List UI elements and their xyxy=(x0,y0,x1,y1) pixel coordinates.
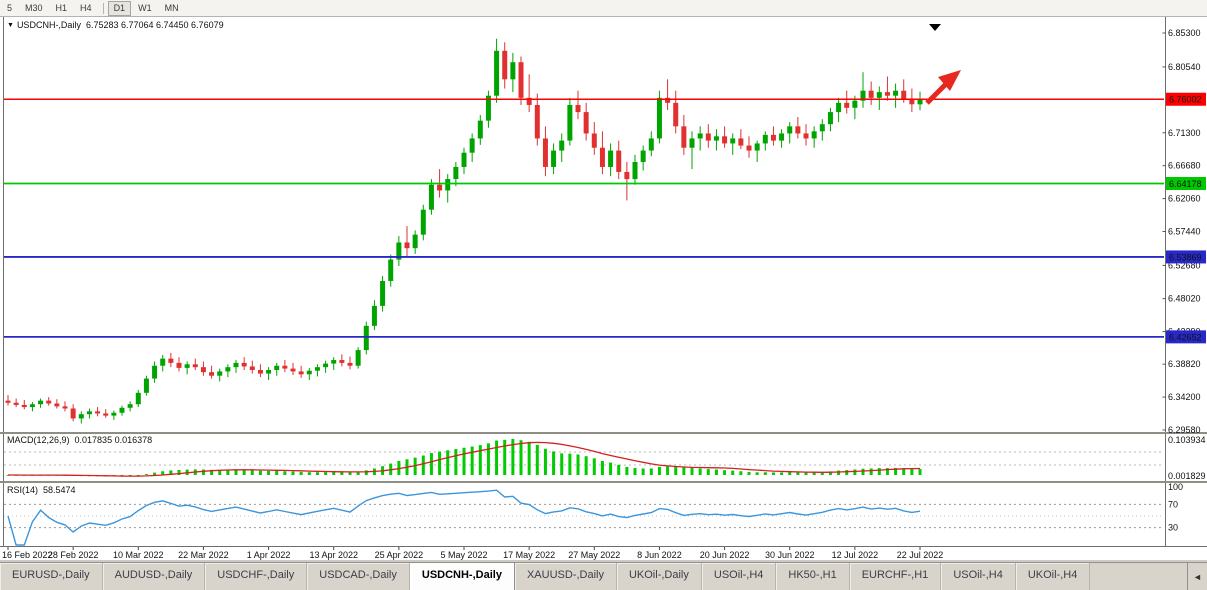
svg-text:8 Jun 2022: 8 Jun 2022 xyxy=(637,550,682,560)
price-chart-svg[interactable]: 6.85300 6.80540 6.71300 6.66680 6.62060 6.574… xyxy=(0,0,1207,562)
tab-scroll-left-icon[interactable]: ◄ xyxy=(1187,563,1207,590)
svg-text:100: 100 xyxy=(1168,482,1183,492)
svg-text:22 Mar 2022: 22 Mar 2022 xyxy=(178,550,229,560)
period-button-5[interactable]: 5 xyxy=(7,2,13,13)
svg-text:1 Apr 2022: 1 Apr 2022 xyxy=(247,550,291,560)
rsi-pane: 100 70 30 xyxy=(4,482,1183,546)
svg-text:30: 30 xyxy=(1168,523,1178,533)
svg-text:27 May 2022: 27 May 2022 xyxy=(568,550,620,560)
symbol-tabs: EURUSD-,Daily AUDUSD-,Daily USDCHF-,Daily U… xyxy=(0,563,1187,590)
tab-usoil-h4[interactable]: USOil-,H4 xyxy=(941,563,1016,590)
svg-text:6.64178: 6.64178 xyxy=(1169,179,1202,189)
tab-usdcad-daily[interactable]: USDCAD-,Daily xyxy=(307,563,410,590)
svg-text:16 Feb 2022: 16 Feb 2022 xyxy=(2,550,53,560)
svg-text:6.52680: 6.52680 xyxy=(1168,260,1201,270)
tab-ukoil-h4[interactable]: UKOil-,H4 xyxy=(1016,563,1091,590)
tab-usdchf-daily[interactable]: USDCHF-,Daily xyxy=(205,563,308,590)
pane-frames xyxy=(0,16,1207,562)
svg-text:6.53869: 6.53869 xyxy=(1169,252,1202,262)
svg-text:6.57440: 6.57440 xyxy=(1168,227,1201,237)
period-button-d1[interactable]: D1 xyxy=(107,0,132,16)
price-axis: 6.85300 6.80540 6.71300 6.66680 6.62060 6.574… xyxy=(1162,28,1201,435)
black-down-triangle xyxy=(929,24,941,31)
period-button-m30[interactable]: M30 xyxy=(25,2,43,13)
candlesticks xyxy=(5,38,923,424)
svg-text:6.71300: 6.71300 xyxy=(1168,128,1201,138)
svg-text:6.29580: 6.29580 xyxy=(1168,425,1201,435)
tab-xauusd-daily[interactable]: XAUUSD-,Daily xyxy=(515,563,617,590)
tab-usoil-h4[interactable]: USOil-,H4 xyxy=(702,563,777,590)
svg-text:30 Jun 2022: 30 Jun 2022 xyxy=(765,550,815,560)
period-button-mn[interactable]: MN xyxy=(164,2,179,13)
svg-text:70: 70 xyxy=(1168,499,1178,509)
rsi-line xyxy=(7,489,921,546)
tab-ukoil-daily[interactable]: UKOil-,Daily xyxy=(617,563,702,590)
svg-text:6.76002: 6.76002 xyxy=(1169,95,1202,105)
tab-hk50-h1[interactable]: HK50-,H1 xyxy=(776,563,850,590)
svg-text:0.103934: 0.103934 xyxy=(1168,435,1206,445)
svg-text:12 Jul 2022: 12 Jul 2022 xyxy=(832,550,879,560)
svg-text:6.66680: 6.66680 xyxy=(1168,161,1201,171)
svg-text:6.42652: 6.42652 xyxy=(1169,332,1202,342)
red-up-arrow-head xyxy=(938,70,961,91)
svg-text:6.85300: 6.85300 xyxy=(1168,28,1201,38)
symbol-tab-bar: EURUSD-,Daily AUDUSD-,Daily USDCHF-,Daily U… xyxy=(0,562,1207,590)
toolbar-separator xyxy=(102,2,104,14)
svg-text:25 Apr 2022: 25 Apr 2022 xyxy=(375,550,424,560)
period-button-w1[interactable]: W1 xyxy=(138,2,152,13)
timeframe-toolbar: 5 M30 H1 H4 D1 W1 MN xyxy=(0,0,1207,16)
svg-text:13 Apr 2022: 13 Apr 2022 xyxy=(309,550,358,560)
period-button-h4[interactable]: H4 xyxy=(80,2,92,13)
svg-text:28 Feb 2022: 28 Feb 2022 xyxy=(48,550,99,560)
tab-audusd-daily[interactable]: AUDUSD-,Daily xyxy=(103,563,206,590)
chart-objects[interactable] xyxy=(925,24,961,105)
svg-text:6.80540: 6.80540 xyxy=(1168,62,1201,72)
horizontal-line-objects[interactable] xyxy=(4,98,1164,338)
svg-text:6.38820: 6.38820 xyxy=(1168,359,1201,369)
svg-text:10 Mar 2022: 10 Mar 2022 xyxy=(113,550,164,560)
tab-eurusd-daily[interactable]: EURUSD-,Daily xyxy=(0,563,103,590)
svg-text:6.34200: 6.34200 xyxy=(1168,392,1201,402)
svg-text:22 Jul 2022: 22 Jul 2022 xyxy=(897,550,944,560)
macd-signal-line xyxy=(8,441,921,477)
svg-text:6.48020: 6.48020 xyxy=(1168,294,1201,304)
price-line-badges: 6.76002 6.64178 6.53869 6.42652 xyxy=(1166,92,1206,344)
tab-usdcnh-daily[interactable]: USDCNH-,Daily xyxy=(409,563,515,590)
svg-text:5 May 2022: 5 May 2022 xyxy=(440,550,487,560)
tab-eurchf-h1[interactable]: EURCHF-,H1 xyxy=(850,563,942,590)
svg-text:0.001829: 0.001829 xyxy=(1168,471,1206,481)
svg-text:20 Jun 2022: 20 Jun 2022 xyxy=(700,550,750,560)
svg-text:17 May 2022: 17 May 2022 xyxy=(503,550,555,560)
macd-pane: 0.103934 0.001829 xyxy=(4,435,1206,481)
period-button-h1[interactable]: H1 xyxy=(55,2,68,13)
svg-text:6.62060: 6.62060 xyxy=(1168,194,1201,204)
